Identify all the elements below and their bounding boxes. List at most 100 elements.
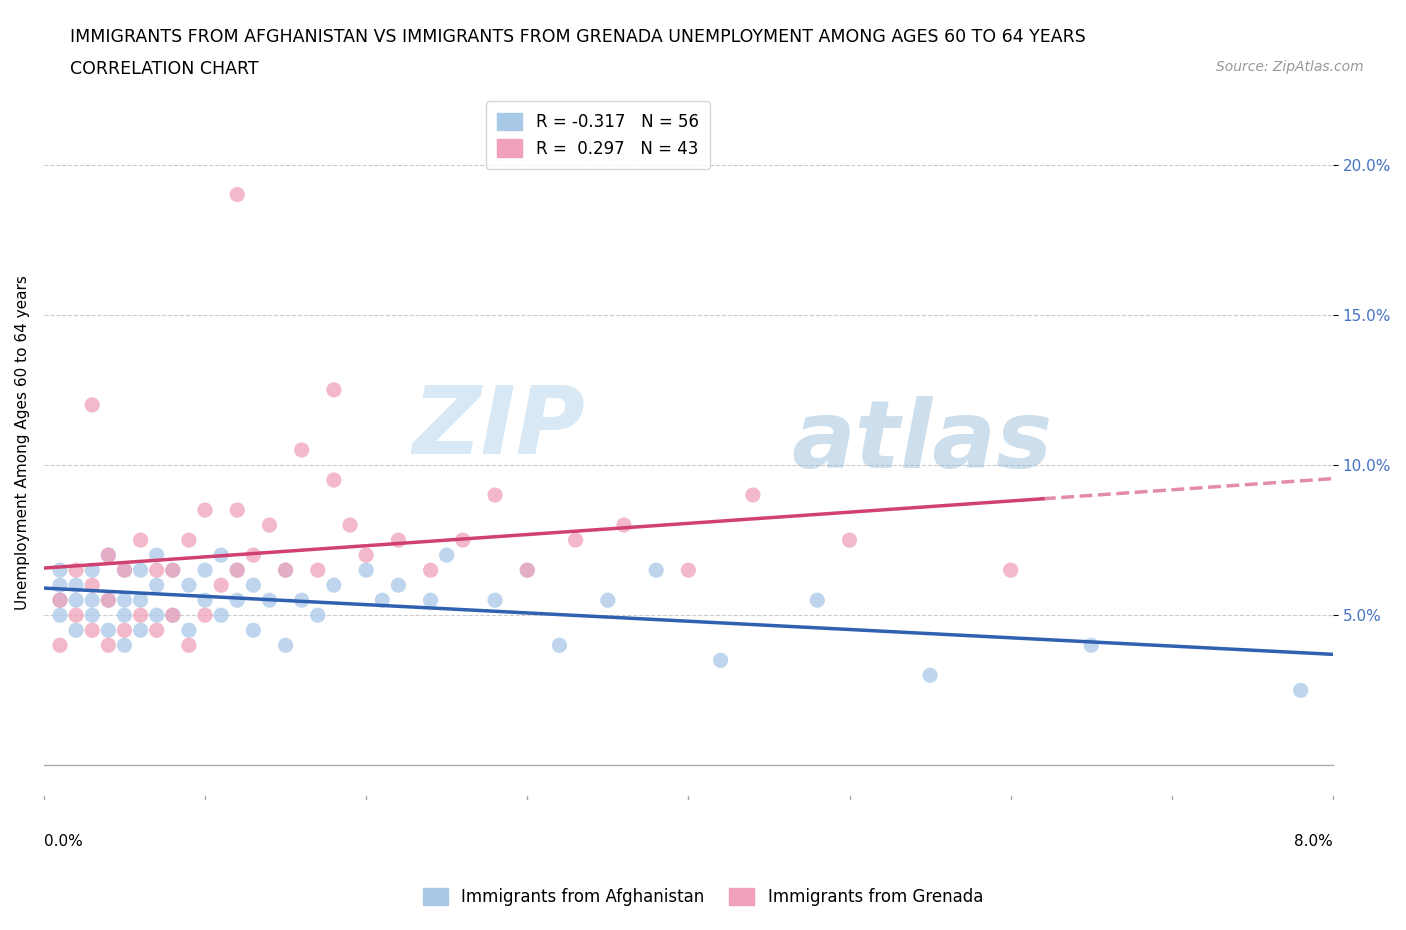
Point (129, 563, 152, 578)
Point (564, 533, 586, 548)
Point (162, 563, 184, 578)
Point (710, 653, 733, 668)
Point (97, 548, 120, 563)
Point (49, 592, 72, 607)
Point (114, 592, 136, 607)
Text: Source: ZipAtlas.com: Source: ZipAtlas.com (1216, 60, 1364, 74)
Point (209, 608, 232, 623)
Point (82, 623, 104, 638)
Point (65, 608, 87, 623)
Y-axis label: Unemployment Among Ages 60 to 64 years: Unemployment Among Ages 60 to 64 years (15, 275, 30, 610)
Point (82, 563, 104, 578)
Point (177, 533, 200, 548)
Point (387, 533, 409, 548)
Point (354, 563, 377, 578)
Point (596, 592, 619, 607)
Point (419, 592, 441, 607)
Point (291, 443, 314, 458)
Point (274, 638, 297, 653)
Point (1289, 683, 1312, 698)
Point (82, 578, 104, 592)
Point (49, 578, 72, 592)
Point (114, 563, 136, 578)
Point (65, 578, 87, 592)
Text: ZIP: ZIP (412, 382, 585, 474)
Point (387, 578, 409, 592)
Point (516, 563, 538, 578)
Point (177, 638, 200, 653)
Point (97, 638, 120, 653)
Point (145, 563, 167, 578)
Point (307, 608, 329, 623)
Text: 8.0%: 8.0% (1294, 834, 1333, 849)
Point (484, 592, 506, 607)
Point (49, 592, 72, 607)
Point (436, 548, 458, 563)
Point (291, 592, 314, 607)
Point (274, 563, 297, 578)
Point (145, 608, 167, 623)
Point (678, 563, 700, 578)
Point (97, 623, 120, 638)
Point (209, 548, 232, 563)
Point (645, 563, 668, 578)
Point (1000, 563, 1022, 578)
Point (419, 563, 441, 578)
Point (242, 578, 264, 592)
Point (145, 578, 167, 592)
Point (274, 563, 297, 578)
Point (242, 623, 264, 638)
Point (259, 518, 281, 533)
Point (49, 563, 72, 578)
Point (322, 472, 344, 487)
Point (65, 623, 87, 638)
Point (226, 502, 249, 517)
Point (65, 592, 87, 607)
Point (65, 563, 87, 578)
Point (259, 592, 281, 607)
Point (806, 592, 828, 607)
Text: 0.0%: 0.0% (44, 834, 83, 849)
Point (322, 382, 344, 397)
Point (242, 548, 264, 563)
Point (114, 563, 136, 578)
Point (162, 563, 184, 578)
Point (226, 592, 249, 607)
Point (194, 502, 217, 517)
Point (194, 563, 217, 578)
Point (226, 187, 249, 202)
Point (129, 623, 152, 638)
Point (145, 623, 167, 638)
Point (129, 533, 152, 548)
Point (114, 623, 136, 638)
Point (97, 548, 120, 563)
Point (145, 548, 167, 563)
Point (339, 518, 361, 533)
Point (129, 608, 152, 623)
Point (920, 668, 942, 683)
Text: CORRELATION CHART: CORRELATION CHART (70, 60, 259, 78)
Point (613, 518, 636, 533)
Point (226, 563, 249, 578)
Point (82, 397, 104, 412)
Point (226, 563, 249, 578)
Point (838, 533, 860, 548)
Point (49, 608, 72, 623)
Point (114, 638, 136, 653)
Point (97, 592, 120, 607)
Point (177, 578, 200, 592)
Point (194, 592, 217, 607)
Text: IMMIGRANTS FROM AFGHANISTAN VS IMMIGRANTS FROM GRENADA UNEMPLOYMENT AMONG AGES 6: IMMIGRANTS FROM AFGHANISTAN VS IMMIGRANT… (70, 28, 1085, 46)
Point (354, 548, 377, 563)
Point (162, 608, 184, 623)
Point (516, 563, 538, 578)
Point (114, 608, 136, 623)
Point (82, 592, 104, 607)
Point (1080, 638, 1102, 653)
Point (82, 608, 104, 623)
Legend: Immigrants from Afghanistan, Immigrants from Grenada: Immigrants from Afghanistan, Immigrants … (416, 881, 990, 912)
Point (548, 638, 571, 653)
Point (484, 487, 506, 502)
Point (451, 533, 474, 548)
Text: atlas: atlas (792, 396, 1053, 488)
